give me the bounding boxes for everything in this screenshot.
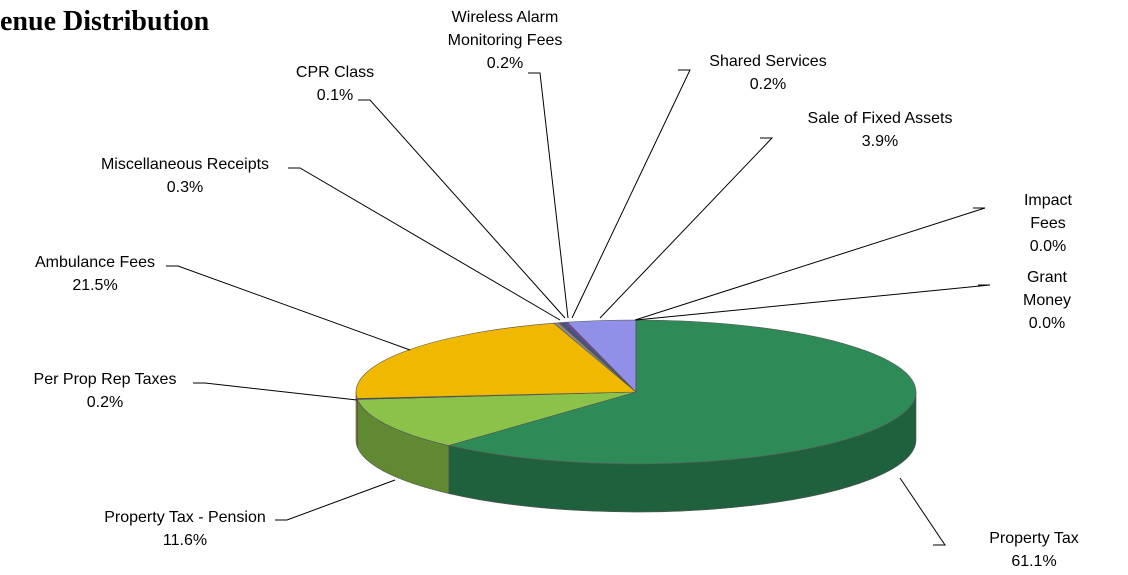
leader-line — [358, 99, 566, 319]
slice-value-label: 3.9% — [861, 133, 899, 150]
slice-label: Property Tax - Pension — [104, 509, 266, 526]
slice-label: Ambulance Fees — [34, 254, 156, 271]
leader-line — [166, 265, 411, 351]
leader-line — [275, 479, 396, 521]
pie-slice — [357, 391, 637, 446]
slice-value-label: 61.1% — [1011, 553, 1057, 570]
slice-label: Impact Fees — [1023, 192, 1072, 232]
slice-label: Sale of Fixed Assets — [807, 110, 953, 127]
slice-value-label: 0.2% — [86, 394, 124, 411]
slice-value-label: 0.1% — [316, 87, 354, 104]
pie-slice — [355, 322, 637, 399]
slice-value-label: 0.2% — [749, 76, 787, 93]
leader-line — [571, 69, 691, 319]
slice-value-label: 0.2% — [486, 55, 524, 72]
slice-value-label: 0.0% — [1028, 315, 1066, 332]
leader-line — [288, 167, 561, 321]
leader-line — [599, 137, 774, 319]
slice-label: Grant Money — [1022, 269, 1072, 309]
leader-line — [193, 382, 358, 401]
slice-value-label: 0.0% — [1029, 238, 1067, 255]
leader-line — [528, 72, 569, 319]
slice-value-label: 11.6% — [162, 532, 208, 549]
slice-label: Property Tax — [989, 530, 1079, 547]
slice-label: Shared Services — [709, 53, 827, 70]
slice-label: Miscellaneous Receipts — [100, 156, 270, 173]
slice-label: Wireless Alarm Monitoring Fees — [447, 9, 563, 49]
leader-line — [634, 207, 986, 321]
chart-title: enue Distribution — [0, 6, 210, 37]
leader-line — [635, 284, 991, 321]
pie-slice — [448, 319, 917, 465]
slice-label: Per Prop Rep Taxes — [33, 371, 177, 388]
slice-label: CPR Class — [295, 64, 375, 81]
leader-line — [899, 477, 946, 546]
slice-value-label: 0.3% — [166, 179, 204, 196]
slice-value-label: 21.5% — [72, 277, 118, 294]
